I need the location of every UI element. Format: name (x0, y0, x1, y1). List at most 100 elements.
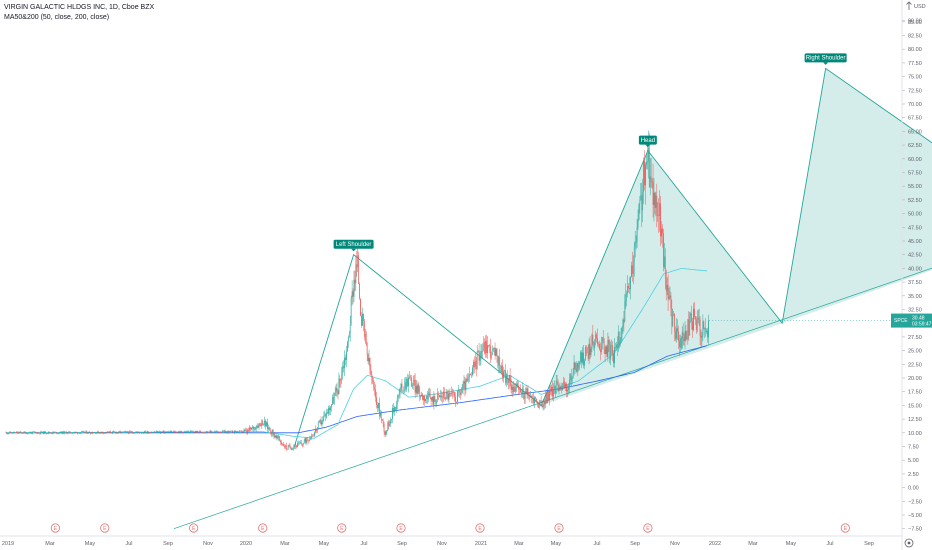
earnings-marker[interactable]: E (100, 523, 110, 533)
candle-body (124, 431, 125, 432)
candle-body (74, 431, 76, 433)
candle-body (89, 431, 91, 434)
y-tick-label: 55.00 (908, 184, 922, 190)
candle-body (364, 333, 366, 337)
candle-body (475, 360, 477, 369)
candle-body (593, 343, 595, 349)
y-tick-label: 20.00 (908, 376, 922, 382)
candle-body (251, 428, 252, 430)
candle-body (100, 431, 102, 434)
candle-body (555, 380, 557, 394)
candle-body (123, 431, 124, 433)
candle-body (269, 429, 271, 434)
earnings-marker[interactable]: E (337, 523, 347, 533)
candle-body (287, 445, 289, 450)
candle-body (688, 319, 690, 336)
candle-body (291, 448, 293, 450)
candle-body (401, 383, 403, 392)
candle-body (469, 374, 471, 378)
earnings-marker-text: E (192, 526, 196, 532)
candle-body (584, 347, 586, 361)
candle-body (54, 432, 56, 433)
candle-body (343, 366, 344, 369)
candle-body (571, 377, 573, 381)
earnings-marker-text: E (399, 526, 403, 532)
candle-body (350, 297, 352, 325)
candle-body (523, 395, 525, 399)
right-shoulder-label[interactable]: Right Shoulder (804, 53, 847, 65)
candle-body (600, 349, 601, 352)
earnings-marker[interactable]: E (475, 523, 485, 533)
candle-body (655, 195, 657, 208)
candle-body (259, 423, 261, 425)
candle-body (87, 433, 89, 434)
candle-body (82, 431, 84, 432)
y-tick-label: 67.50 (908, 116, 922, 122)
candle-body (623, 319, 625, 322)
candle-body (235, 430, 236, 433)
candle-body (403, 389, 405, 391)
left-shoulder-label[interactable]: Left Shoulder (333, 239, 374, 252)
candle-body (649, 176, 651, 188)
y-tick-label: 75.00 (908, 75, 922, 81)
candle-body (663, 233, 664, 268)
candle-body (331, 397, 333, 405)
candle-body (406, 378, 407, 390)
candle-body (414, 379, 416, 393)
candle-body (134, 432, 136, 434)
earnings-marker[interactable]: E (189, 523, 199, 533)
candle-body (467, 377, 469, 381)
candle-body (310, 438, 312, 439)
candle-body (633, 245, 635, 263)
candle-body (71, 433, 73, 434)
candle-body (187, 431, 188, 433)
earnings-marker[interactable]: E (643, 523, 653, 533)
candle-body (674, 314, 676, 332)
candle-body (702, 321, 704, 336)
candle-body (231, 430, 233, 432)
candle-body (88, 431, 90, 434)
candle-body (62, 431, 63, 434)
head-label[interactable]: Head (638, 135, 657, 148)
candle-body (635, 241, 637, 244)
candle-body (634, 243, 636, 246)
candle-body (681, 331, 683, 349)
candle-body (700, 336, 702, 338)
candle-body (60, 431, 61, 434)
candle-body (222, 430, 224, 432)
candle-body (415, 385, 417, 393)
earnings-marker[interactable]: E (258, 523, 268, 533)
candle-body (451, 391, 453, 395)
candle-body (141, 432, 142, 434)
candle-body (663, 256, 665, 268)
candle-body (131, 431, 133, 433)
candle-body (63, 431, 65, 434)
candle-body (130, 431, 132, 433)
candle-body (578, 364, 580, 369)
candle-body (671, 308, 673, 326)
candle-body (564, 381, 565, 388)
candle-body (421, 394, 423, 397)
earnings-marker[interactable]: E (396, 523, 406, 533)
candle-body (346, 351, 347, 361)
candle-body (39, 432, 41, 434)
time-axis[interactable]: 2019 Mar May Jul Sep Nov 2020 Mar May Jul Sep Nov 20… (0, 535, 902, 547)
candle-body (221, 430, 223, 433)
candle-body (360, 298, 361, 316)
candle-body (206, 431, 208, 433)
x-tick-label: Nov (203, 541, 213, 547)
candle-body (436, 399, 438, 405)
candle-body (230, 430, 232, 432)
earnings-marker[interactable]: E (554, 523, 564, 533)
candle-body (382, 420, 384, 424)
settings-button[interactable] (904, 538, 914, 548)
candle-body (431, 396, 433, 401)
y-tick-label: 65.00 (908, 129, 922, 135)
candle-body (317, 422, 319, 428)
earnings-marker[interactable]: E (840, 523, 850, 533)
pattern-labels[interactable]: Left Shoulder Head Right Shoulder (333, 53, 847, 252)
earnings-marker[interactable]: E (50, 523, 60, 533)
candle-body (300, 442, 302, 445)
